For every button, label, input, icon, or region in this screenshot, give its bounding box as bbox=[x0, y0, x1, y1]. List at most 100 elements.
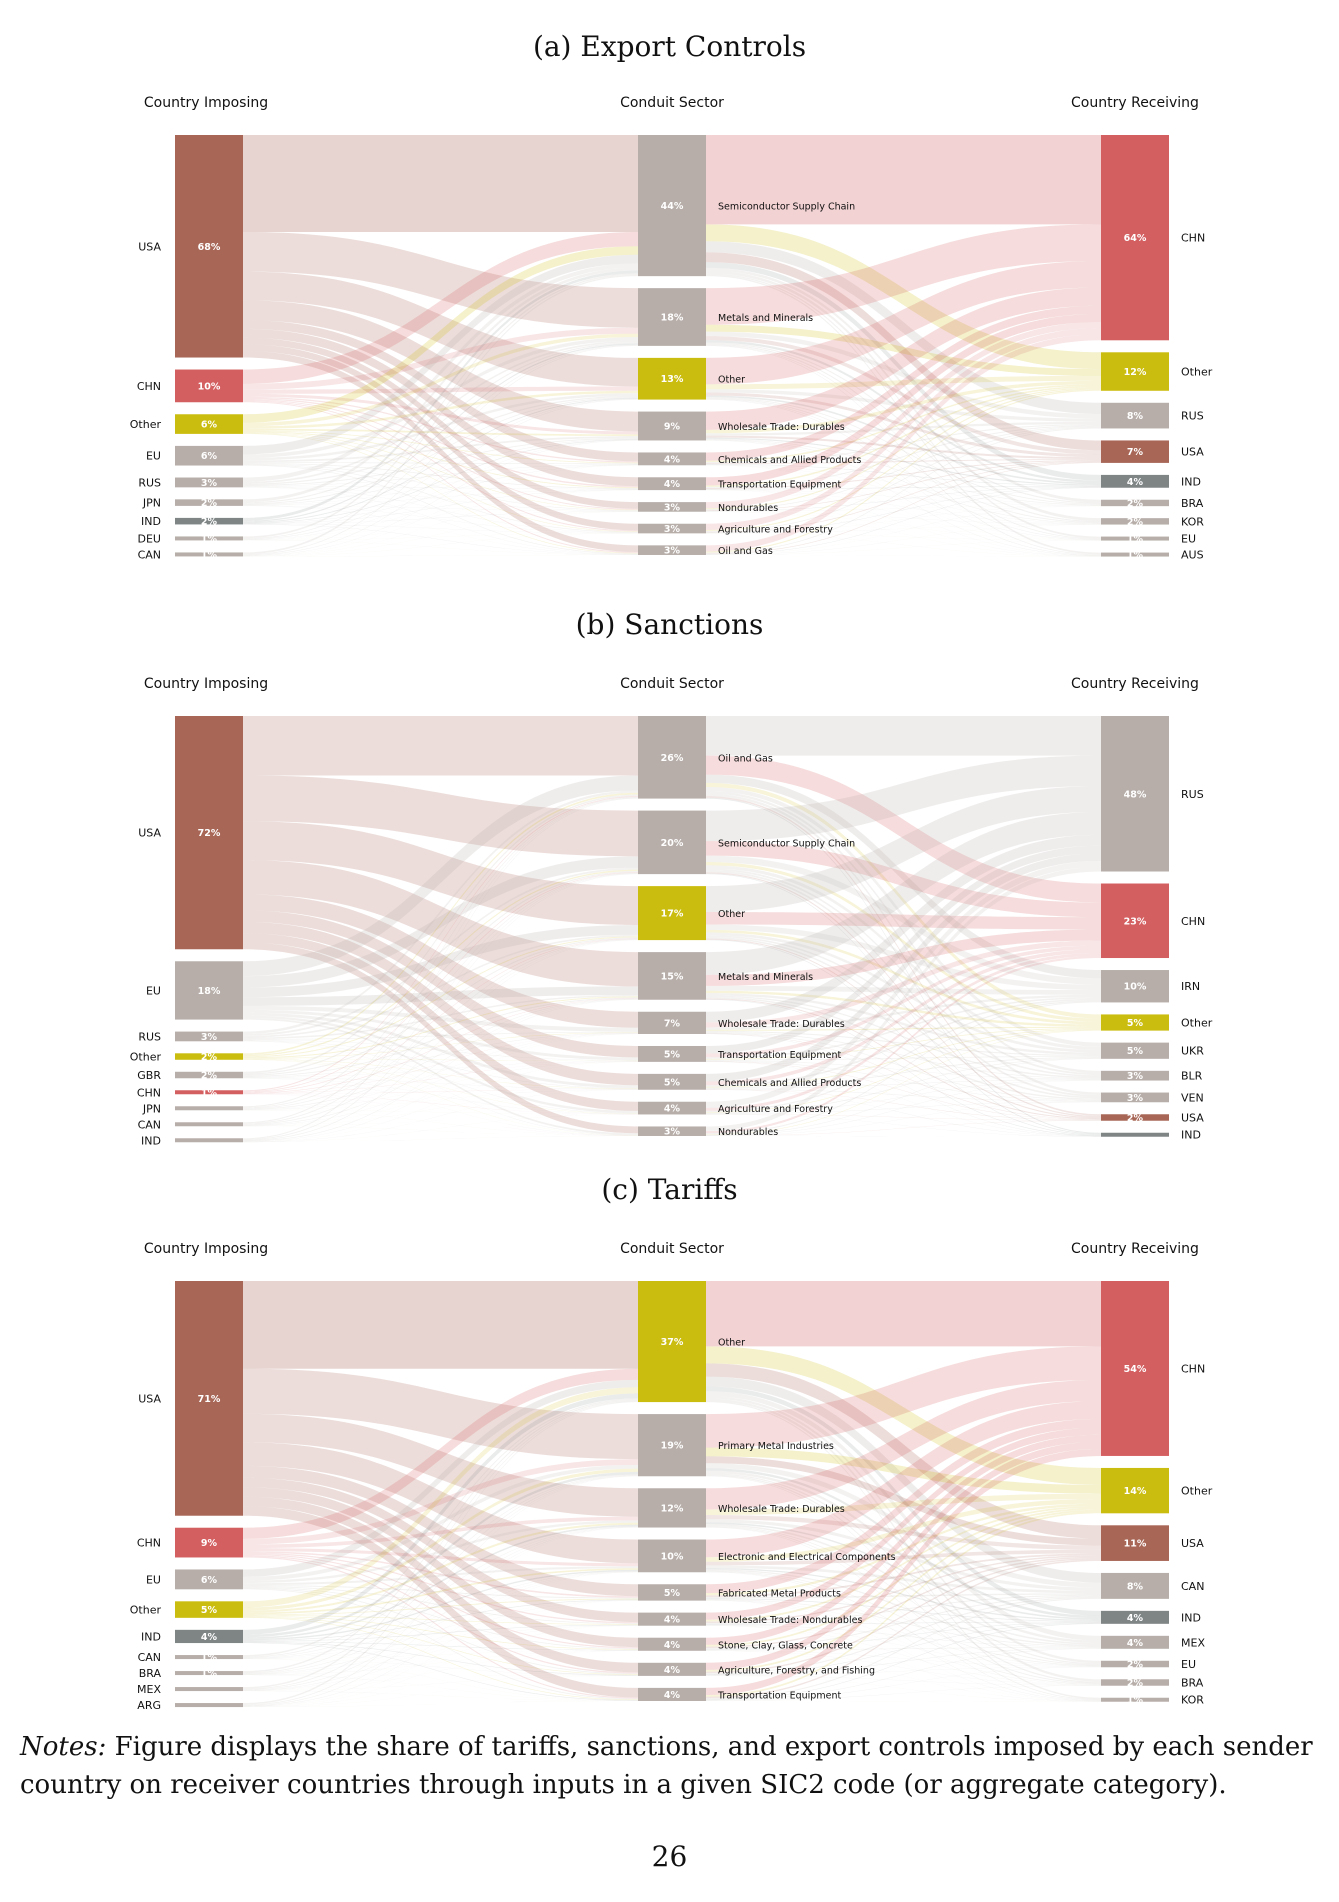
middle-right-flow bbox=[706, 873, 1101, 1135]
left-middle-flow bbox=[243, 1700, 638, 1708]
left-middle-flow bbox=[243, 1566, 638, 1586]
middle-right-flow bbox=[706, 1120, 1101, 1136]
left-middle-flow bbox=[243, 524, 638, 555]
left-middle-flow bbox=[243, 1032, 638, 1078]
right-label-rus: RUS bbox=[1181, 410, 1204, 423]
left-middle-flow bbox=[243, 1650, 638, 1675]
left-label-can: CAN bbox=[138, 548, 161, 561]
left-middle-flow bbox=[243, 231, 638, 384]
middle-right-flow bbox=[706, 460, 1101, 511]
middle-right-flow bbox=[706, 995, 1101, 1079]
left-middle-flow bbox=[243, 1625, 638, 1707]
sector-pct-agriculture-and-forestry: 4% bbox=[664, 1104, 681, 1115]
middle-right-flow bbox=[706, 262, 1101, 481]
middle-right-flow bbox=[706, 834, 1101, 1023]
middle-right-flow bbox=[706, 224, 1101, 325]
sector-node-other bbox=[638, 886, 706, 941]
middle-right-flow bbox=[706, 1031, 1101, 1079]
left-middle-flow bbox=[243, 432, 638, 532]
left-middle-flow bbox=[243, 775, 638, 977]
left-node-ind bbox=[175, 1138, 243, 1143]
middle-right-flow bbox=[706, 1135, 1101, 1137]
middle-right-flow bbox=[706, 1571, 1101, 1701]
middle-right-flow bbox=[706, 533, 1101, 557]
middle-right-flow bbox=[706, 787, 1101, 1047]
left-middle-flow bbox=[243, 1624, 638, 1642]
right-label-usa: USA bbox=[1181, 446, 1204, 459]
conduit-sector-header: Conduit Sector bbox=[620, 676, 724, 692]
middle-right-flow bbox=[706, 375, 1101, 390]
left-middle-flow bbox=[243, 999, 638, 1126]
left-node-deu bbox=[175, 536, 243, 541]
middle-right-flow bbox=[706, 1621, 1101, 1625]
middle-right-flow bbox=[706, 398, 1101, 540]
middle-right-flow bbox=[706, 511, 1101, 525]
left-middle-flow bbox=[243, 934, 638, 1038]
middle-right-flow bbox=[706, 940, 1101, 1028]
middle-right-flow bbox=[706, 939, 1101, 1136]
panel-title-export-controls: (a) Export Controls bbox=[532, 30, 807, 63]
sector-pct-fabricated-metal-products: 5% bbox=[664, 1588, 681, 1599]
left-middle-flow bbox=[243, 933, 638, 1111]
right-node-other bbox=[1101, 1014, 1169, 1031]
right-node-other bbox=[1101, 1467, 1169, 1514]
left-middle-flow bbox=[243, 320, 638, 462]
left-middle-flow bbox=[243, 994, 638, 1040]
middle-right-flow bbox=[706, 1056, 1101, 1061]
middle-right-flow bbox=[706, 505, 1101, 533]
sector-label-transportation-equipment: Transportation Equipment bbox=[717, 1690, 841, 1701]
right-label-eu: EU bbox=[1181, 1658, 1196, 1671]
sector-pct-wholesale-trade-durables: 9% bbox=[664, 422, 681, 433]
left-middle-flow bbox=[243, 487, 638, 555]
left-middle-flow bbox=[243, 1690, 638, 1701]
left-middle-flow bbox=[243, 300, 638, 432]
right-pct-ven: 3% bbox=[1127, 1093, 1144, 1104]
middle-right-flow bbox=[706, 425, 1101, 488]
middle-right-flow bbox=[706, 1470, 1101, 1644]
right-node-usa bbox=[1101, 1525, 1169, 1561]
sector-label-semiconductor-supply-chain: Semiconductor Supply Chain bbox=[718, 202, 855, 213]
left-middle-flow bbox=[243, 1368, 638, 1539]
middle-right-flow bbox=[706, 224, 1101, 370]
middle-right-flow bbox=[706, 949, 1101, 1086]
left-label-usa: USA bbox=[138, 827, 161, 840]
middle-right-flow bbox=[706, 1079, 1101, 1114]
left-middle-flow bbox=[243, 505, 638, 533]
left-label-mex: MEX bbox=[137, 1683, 161, 1696]
middle-right-flow bbox=[706, 1571, 1101, 1685]
left-middle-flow bbox=[243, 1496, 638, 1673]
right-pct-other: 14% bbox=[1124, 1486, 1147, 1497]
left-middle-flow bbox=[243, 942, 638, 1134]
right-label-chn: CHN bbox=[1181, 915, 1205, 928]
right-label-kor: KOR bbox=[1181, 1694, 1204, 1707]
left-pct-rus: 3% bbox=[201, 1032, 218, 1043]
panel-title-tariffs: (c) Tariffs bbox=[601, 1173, 738, 1206]
sector-node-chemicals-and-allied-products bbox=[638, 452, 706, 466]
right-label-ind: IND bbox=[1181, 1129, 1201, 1142]
left-middle-flow bbox=[243, 1474, 638, 1658]
left-middle-flow bbox=[243, 1039, 638, 1061]
middle-right-flow bbox=[706, 1650, 1101, 1702]
left-middle-flow bbox=[243, 1126, 638, 1136]
right-node-usa bbox=[1101, 1114, 1169, 1121]
left-label-other: Other bbox=[130, 1604, 162, 1617]
middle-right-flow bbox=[706, 1666, 1101, 1676]
left-middle-flow bbox=[243, 1459, 638, 1545]
left-middle-flow bbox=[243, 1089, 638, 1126]
right-label-rus: RUS bbox=[1181, 788, 1204, 801]
left-node-jpn bbox=[175, 499, 243, 506]
left-middle-flow bbox=[243, 1475, 638, 1690]
left-pct-bra: 1% bbox=[201, 1669, 218, 1680]
left-middle-flow bbox=[243, 464, 638, 506]
right-node-eu bbox=[1101, 1660, 1169, 1668]
middle-right-flow bbox=[706, 505, 1101, 555]
sector-node-transportation-equipment bbox=[638, 1045, 706, 1062]
middle-right-flow bbox=[706, 1553, 1101, 1598]
middle-right-flow bbox=[706, 460, 1101, 489]
right-pct-irn: 10% bbox=[1124, 982, 1147, 993]
left-middle-flow bbox=[243, 433, 638, 554]
left-middle-flow bbox=[243, 395, 638, 485]
middle-right-flow bbox=[706, 755, 1101, 842]
left-middle-flow bbox=[243, 1556, 638, 1699]
left-middle-flow bbox=[243, 999, 638, 1142]
